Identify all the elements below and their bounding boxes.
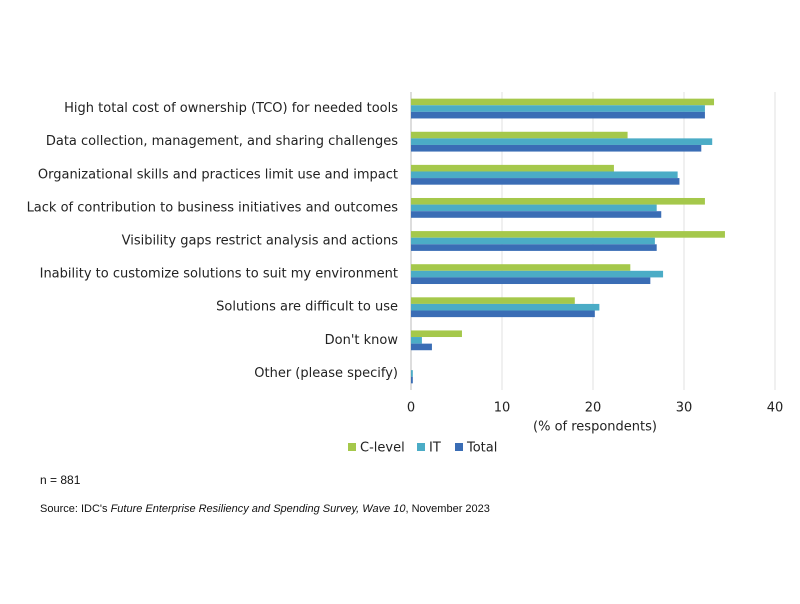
bar xyxy=(411,98,715,106)
x-tick-label: 10 xyxy=(494,401,511,416)
source: Source: IDC's Future Enterprise Resilien… xyxy=(40,503,490,515)
bar xyxy=(411,277,651,285)
x-axis-label: (% of respondents) xyxy=(533,420,657,435)
bar xyxy=(411,197,705,205)
bar xyxy=(411,211,662,218)
source-title: Future Enterprise Resiliency and Spendin… xyxy=(111,503,407,515)
x-tick-label: 20 xyxy=(585,401,602,416)
legend-marker xyxy=(455,443,463,451)
y-tick-label: Inability to customize solutions to suit… xyxy=(40,267,398,282)
legend-marker xyxy=(348,443,356,451)
bar xyxy=(411,171,678,179)
bar xyxy=(411,204,657,212)
y-tick-label: Don't know xyxy=(325,333,399,348)
bar xyxy=(411,297,575,304)
y-tick-label: Other (please specify) xyxy=(254,366,398,381)
bar xyxy=(411,164,614,172)
bar xyxy=(411,337,422,344)
bar xyxy=(411,370,413,377)
y-tick-label: Lack of contribution to business initiat… xyxy=(27,200,399,215)
bar xyxy=(411,111,705,119)
bar xyxy=(411,105,705,112)
bar xyxy=(411,330,462,338)
bar xyxy=(411,270,664,278)
source-suffix: , November 2023 xyxy=(406,503,490,515)
x-tick-label: 0 xyxy=(407,401,415,416)
bar xyxy=(411,303,600,311)
legend-label: Total xyxy=(466,441,497,456)
bar xyxy=(411,376,413,384)
bar xyxy=(411,264,631,271)
x-tick-label: 40 xyxy=(767,401,784,416)
bar xyxy=(411,310,595,318)
source-prefix: Source: IDC's xyxy=(40,503,111,515)
y-tick-label: Visibility gaps restrict analysis and ac… xyxy=(122,234,399,249)
x-tick-label: 30 xyxy=(676,401,693,416)
bar xyxy=(411,237,655,245)
y-tick-label: Organizational skills and practices limi… xyxy=(38,167,398,182)
bar xyxy=(411,244,657,251)
bar xyxy=(411,178,680,185)
bar xyxy=(411,144,702,152)
bar xyxy=(411,231,725,238)
bar xyxy=(411,131,628,139)
y-tick-label: Data collection, management, and sharing… xyxy=(46,134,398,149)
legend-marker xyxy=(417,443,425,451)
bar xyxy=(411,138,713,145)
sample-note: n = 881 xyxy=(40,473,81,487)
bar xyxy=(411,343,432,351)
y-tick-label: Solutions are difficult to use xyxy=(216,300,398,315)
y-tick-label: High total cost of ownership (TCO) for n… xyxy=(64,101,398,116)
legend-label: IT xyxy=(429,441,441,456)
legend-label: C-level xyxy=(360,441,405,456)
